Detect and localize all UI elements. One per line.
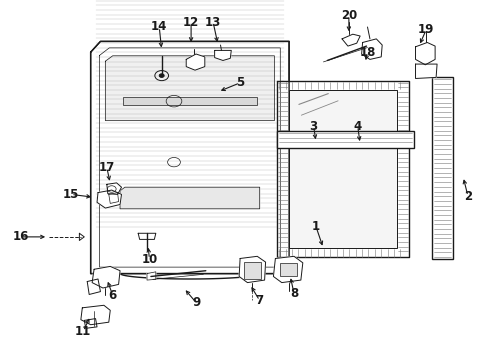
Polygon shape bbox=[84, 319, 97, 328]
Bar bbox=[277, 131, 414, 148]
Circle shape bbox=[159, 74, 164, 77]
Text: 11: 11 bbox=[75, 325, 92, 338]
Polygon shape bbox=[342, 34, 360, 46]
Bar bbox=[122, 97, 257, 105]
Polygon shape bbox=[107, 183, 122, 194]
Polygon shape bbox=[81, 305, 110, 325]
Polygon shape bbox=[92, 266, 120, 288]
Text: 17: 17 bbox=[98, 161, 115, 174]
Polygon shape bbox=[215, 50, 231, 60]
Text: 10: 10 bbox=[141, 253, 158, 266]
Text: 13: 13 bbox=[205, 16, 221, 29]
Text: 6: 6 bbox=[109, 289, 117, 302]
Bar bbox=[432, 77, 453, 259]
Text: 3: 3 bbox=[310, 120, 318, 132]
Polygon shape bbox=[147, 272, 156, 280]
Text: 4: 4 bbox=[354, 120, 362, 132]
Text: 19: 19 bbox=[418, 23, 435, 36]
Polygon shape bbox=[87, 279, 100, 294]
Polygon shape bbox=[362, 39, 382, 59]
Text: 18: 18 bbox=[359, 46, 376, 59]
Polygon shape bbox=[273, 256, 303, 283]
Text: 15: 15 bbox=[63, 188, 79, 201]
Text: 20: 20 bbox=[341, 9, 357, 22]
Polygon shape bbox=[97, 190, 122, 208]
Text: 7: 7 bbox=[256, 294, 264, 307]
Polygon shape bbox=[91, 41, 289, 274]
Bar bbox=[289, 90, 397, 248]
Text: 1: 1 bbox=[312, 220, 320, 233]
Polygon shape bbox=[186, 54, 205, 70]
Polygon shape bbox=[416, 64, 437, 78]
Polygon shape bbox=[105, 56, 274, 121]
Polygon shape bbox=[138, 233, 156, 239]
Text: 2: 2 bbox=[464, 190, 472, 203]
Bar bbox=[280, 263, 297, 276]
Bar bbox=[244, 262, 261, 279]
Polygon shape bbox=[120, 187, 260, 209]
Text: 16: 16 bbox=[12, 230, 29, 243]
Polygon shape bbox=[239, 256, 266, 283]
Polygon shape bbox=[416, 42, 435, 65]
Text: 14: 14 bbox=[151, 21, 168, 33]
Text: 12: 12 bbox=[183, 16, 199, 29]
Text: 8: 8 bbox=[290, 287, 298, 300]
Text: 5: 5 bbox=[236, 76, 244, 89]
Polygon shape bbox=[277, 81, 409, 257]
Text: 9: 9 bbox=[192, 296, 200, 309]
